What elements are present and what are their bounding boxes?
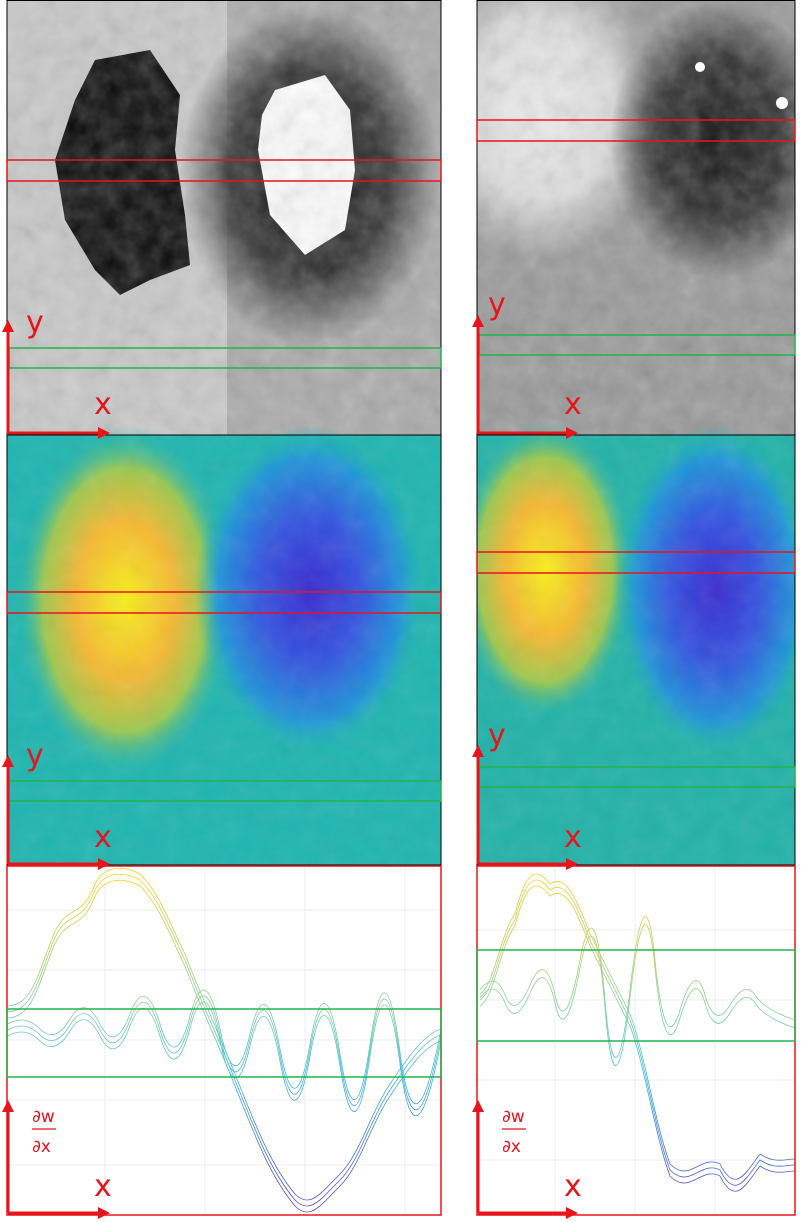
field-panel bbox=[7, 425, 441, 865]
x-label: x bbox=[94, 387, 112, 422]
x-label: x bbox=[564, 1169, 582, 1204]
y-label: y bbox=[26, 305, 44, 340]
profile-panel bbox=[7, 866, 441, 1215]
image-panel bbox=[7, 0, 441, 435]
y-label: y bbox=[488, 718, 506, 753]
y-label-denominator: ∂x bbox=[32, 1137, 51, 1157]
x-label: x bbox=[564, 387, 582, 422]
y-label-numerator: ∂w bbox=[32, 1107, 55, 1127]
y-label-numerator: ∂w bbox=[502, 1107, 525, 1127]
x-label: x bbox=[564, 820, 582, 855]
y-label-denominator: ∂x bbox=[502, 1137, 521, 1157]
field-panel bbox=[477, 420, 795, 865]
x-label: x bbox=[94, 1169, 112, 1204]
image-panel bbox=[477, 0, 795, 435]
y-label: y bbox=[26, 738, 44, 773]
axis-arrow bbox=[2, 315, 578, 1219]
x-label: x bbox=[94, 820, 112, 855]
labels: y x y x y x y x ∂w ∂x x ∂w ∂x x bbox=[26, 287, 582, 1204]
y-label: y bbox=[488, 287, 506, 322]
